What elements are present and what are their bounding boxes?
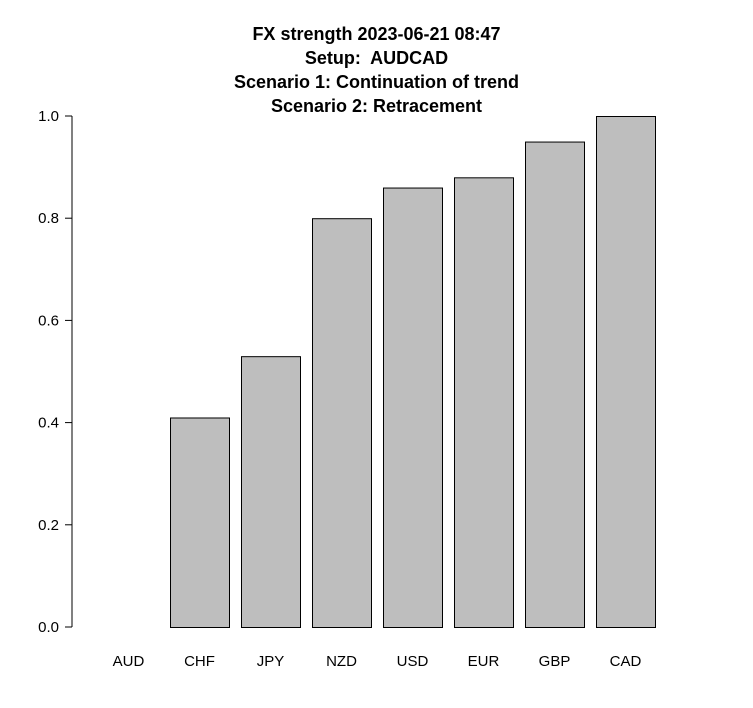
bar-usd bbox=[383, 187, 443, 628]
bar-eur bbox=[454, 177, 514, 628]
bar-gbp bbox=[525, 141, 585, 629]
title-line-4: Scenario 2: Retracement bbox=[270, 96, 483, 116]
bar-cad bbox=[596, 116, 656, 628]
x-tick-label: AUD bbox=[113, 653, 145, 670]
x-tick-label: NZD bbox=[326, 653, 357, 670]
y-tick-label: 0.4 bbox=[38, 415, 59, 432]
title-line-1: FX strength 2023-06-21 08:47 bbox=[252, 24, 501, 44]
x-tick-label: EUR bbox=[468, 653, 500, 670]
y-tick-label: 0.8 bbox=[38, 210, 59, 227]
x-tick-label: JPY bbox=[257, 653, 285, 670]
y-tick-label: 1.0 bbox=[38, 108, 59, 125]
bar-chf bbox=[170, 417, 230, 628]
x-tick-label: GBP bbox=[539, 653, 571, 670]
x-tick-label: USD bbox=[397, 653, 429, 670]
y-tick-label: 0.6 bbox=[38, 312, 59, 329]
title-line-2: Setup: AUDCAD bbox=[304, 48, 449, 68]
y-tick-label: 0.2 bbox=[38, 517, 59, 534]
bar-jpy bbox=[241, 356, 301, 628]
x-tick-label: CHF bbox=[184, 653, 215, 670]
chart-title: FX strength 2023-06-21 08:47 Setup: AUDC… bbox=[0, 22, 753, 118]
x-tick-label: CAD bbox=[610, 653, 642, 670]
title-line-3: Scenario 1: Continuation of trend bbox=[233, 72, 519, 92]
bar-nzd bbox=[312, 218, 372, 628]
y-tick-label: 0.0 bbox=[38, 619, 59, 636]
